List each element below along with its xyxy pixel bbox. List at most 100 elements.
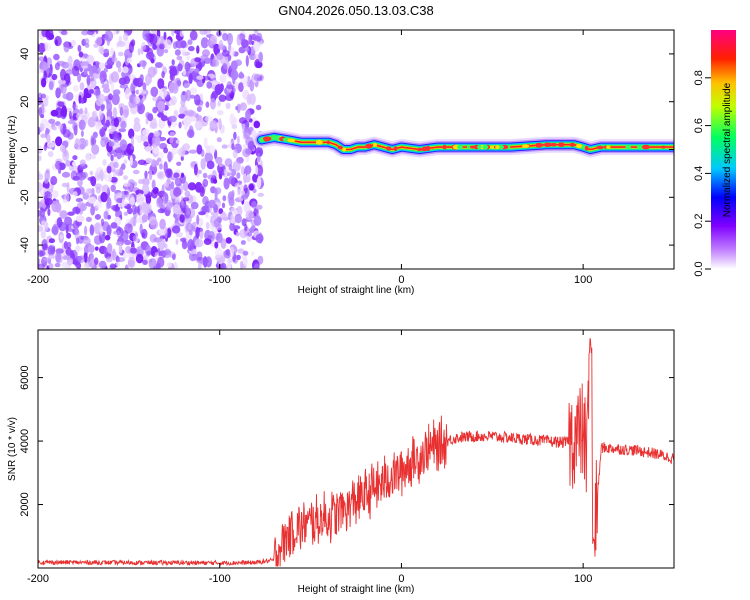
noise-speckle	[169, 131, 176, 137]
chart-title: GN04.2026.050.13.03.C38	[278, 3, 433, 18]
noise-speckle	[101, 84, 110, 89]
noise-speckle	[194, 121, 202, 129]
noise-speckle	[163, 182, 170, 188]
noise-speckle	[69, 165, 74, 171]
noise-speckle	[210, 98, 216, 110]
noise-speckle	[82, 237, 91, 245]
noise-speckle	[118, 128, 127, 133]
noise-speckle	[189, 30, 198, 41]
noise-speckle	[154, 62, 163, 68]
noise-speckle	[142, 82, 147, 92]
noise-speckle	[48, 263, 54, 269]
noise-speckle	[91, 64, 97, 74]
noise-speckle	[203, 75, 211, 81]
noise-speckle	[253, 215, 262, 226]
noise-speckle	[77, 171, 86, 181]
x-tick-label: -200	[27, 274, 49, 286]
noise-speckle	[209, 120, 218, 129]
noise-speckle	[246, 94, 252, 105]
noise-speckle	[255, 233, 264, 244]
noise-speckle	[38, 97, 43, 104]
noise-speckle	[79, 61, 89, 66]
noise-speckle	[180, 40, 187, 49]
noise-speckle	[161, 184, 165, 197]
noise-speckle	[132, 96, 137, 109]
snr-frame	[37, 329, 675, 569]
noise-speckle	[98, 109, 104, 121]
noise-speckle	[247, 232, 253, 237]
noise-speckle	[210, 211, 219, 216]
noise-speckle	[38, 68, 44, 74]
noise-speckle	[42, 257, 50, 262]
noise-speckle	[228, 175, 236, 185]
noise-speckle	[83, 263, 91, 269]
noise-speckle	[245, 148, 252, 155]
noise-speckle	[243, 127, 251, 139]
noise-speckle	[145, 244, 152, 257]
noise-speckle	[116, 261, 121, 267]
noise-speckle	[172, 82, 179, 94]
noise-speckle	[38, 155, 42, 162]
noise-speckle	[180, 172, 185, 178]
noise-speckle	[38, 173, 44, 181]
noise-speckle	[230, 60, 238, 71]
noise-speckle	[154, 252, 159, 261]
noise-speckle	[41, 220, 47, 226]
noise-speckle	[115, 168, 124, 177]
noise-speckle	[149, 219, 159, 230]
noise-speckle	[87, 244, 95, 253]
noise-speckle	[94, 73, 100, 79]
noise-speckle	[141, 184, 150, 195]
noise-speckle	[103, 67, 108, 73]
noise-speckle	[95, 36, 103, 47]
noise-speckle	[145, 118, 149, 125]
noise-speckle	[156, 197, 163, 204]
noise-speckle	[93, 235, 102, 245]
noise-speckle	[190, 201, 199, 210]
noise-speckle	[47, 151, 54, 158]
noise-speckle	[222, 195, 227, 202]
x-tick-label: 100	[574, 573, 592, 585]
noise-speckle	[230, 213, 236, 224]
noise-speckle	[100, 191, 108, 203]
noise-speckle	[46, 133, 51, 145]
noise-speckle	[182, 68, 187, 76]
noise-speckle	[147, 66, 156, 78]
noise-speckle	[220, 262, 227, 269]
noise-speckle	[67, 211, 75, 216]
noise-speckle	[99, 226, 104, 235]
noise-speckle	[111, 56, 118, 63]
signal-hotspot	[584, 145, 589, 151]
noise-speckle	[240, 260, 244, 269]
noise-speckle	[156, 157, 162, 162]
noise-speckle	[63, 150, 68, 157]
noise-speckle	[138, 214, 143, 224]
snr-series	[38, 338, 674, 567]
noise-speckle	[119, 106, 124, 117]
noise-speckle	[185, 204, 190, 216]
noise-speckle	[98, 260, 107, 269]
noise-speckle	[90, 77, 95, 82]
noise-speckle	[112, 89, 121, 96]
noise-speckle	[250, 251, 255, 256]
noise-speckle	[38, 148, 43, 154]
noise-speckle	[182, 197, 190, 202]
noise-speckle	[60, 83, 67, 95]
x-tick-label: 0	[398, 573, 404, 585]
noise-speckle	[56, 217, 63, 228]
noise-speckle	[235, 231, 240, 237]
noise-speckle	[173, 109, 179, 118]
noise-speckle	[59, 145, 66, 152]
y-tick-label: 40	[19, 48, 31, 60]
noise-speckle	[122, 252, 128, 259]
noise-speckle	[141, 214, 148, 223]
noise-speckle	[44, 200, 50, 206]
noise-speckle	[54, 262, 61, 268]
noise-speckle	[43, 70, 47, 81]
noise-speckle	[178, 113, 186, 119]
noise-speckle	[75, 197, 83, 203]
noise-speckle	[118, 51, 124, 57]
noise-speckle	[244, 176, 251, 183]
noise-speckle	[254, 164, 259, 176]
